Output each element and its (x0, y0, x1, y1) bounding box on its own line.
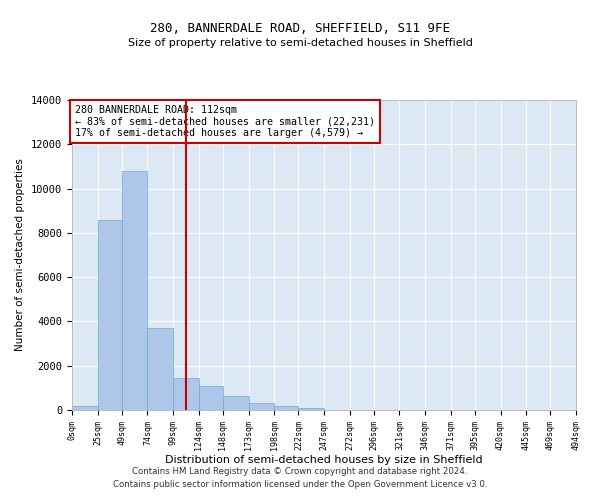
Bar (98, 220, 122, 410)
Bar (248, 402, 274, 410)
Bar (298, 408, 324, 410)
Y-axis label: Number of semi-detached properties: Number of semi-detached properties (16, 158, 25, 352)
Bar (72, 406, 98, 410)
Text: 280 BANNERDALE ROAD: 112sqm
← 83% of semi-detached houses are smaller (22,231)
1: 280 BANNERDALE ROAD: 112sqm ← 83% of sem… (74, 104, 374, 138)
Bar (274, 406, 298, 410)
Bar (122, 171, 148, 410)
Text: Size of property relative to semi-detached houses in Sheffield: Size of property relative to semi-detach… (128, 38, 472, 48)
Bar (223, 396, 248, 410)
Text: 280, BANNERDALE ROAD, SHEFFIELD, S11 9FE: 280, BANNERDALE ROAD, SHEFFIELD, S11 9FE (150, 22, 450, 36)
Bar (199, 386, 223, 410)
Bar (148, 328, 173, 410)
Text: Contains HM Land Registry data © Crown copyright and database right 2024.: Contains HM Land Registry data © Crown c… (132, 468, 468, 476)
X-axis label: Distribution of semi-detached houses by size in Sheffield: Distribution of semi-detached houses by … (165, 456, 483, 466)
Text: Contains public sector information licensed under the Open Government Licence v3: Contains public sector information licen… (113, 480, 487, 489)
Bar (173, 378, 199, 410)
